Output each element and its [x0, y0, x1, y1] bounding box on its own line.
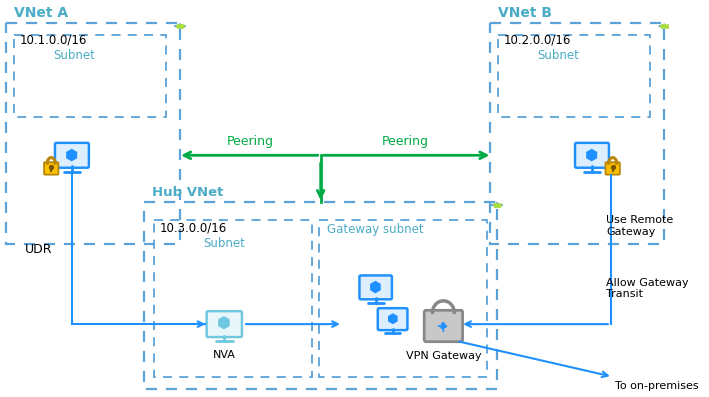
FancyBboxPatch shape — [424, 310, 462, 342]
Text: Allow Gateway
Transit: Allow Gateway Transit — [606, 278, 688, 299]
FancyBboxPatch shape — [57, 145, 87, 166]
Bar — [13, 35, 166, 117]
Text: VNet A: VNet A — [13, 6, 68, 20]
Text: ⬢: ⬢ — [369, 280, 382, 295]
Bar — [498, 35, 650, 117]
Bar — [6, 23, 180, 244]
Text: UDR: UDR — [26, 243, 52, 256]
Bar — [491, 23, 664, 244]
FancyBboxPatch shape — [208, 313, 240, 335]
Text: Peering: Peering — [227, 135, 274, 148]
Text: ⬢: ⬢ — [217, 317, 231, 331]
Bar — [145, 202, 497, 389]
FancyBboxPatch shape — [361, 277, 391, 298]
Bar — [154, 220, 312, 377]
Text: Peering: Peering — [382, 135, 429, 148]
FancyBboxPatch shape — [575, 143, 609, 168]
Text: 10.1.0.0/16: 10.1.0.0/16 — [19, 33, 86, 46]
Text: VPN Gateway: VPN Gateway — [406, 351, 481, 361]
FancyBboxPatch shape — [44, 162, 58, 175]
Text: 10.3.0.0/16: 10.3.0.0/16 — [160, 222, 227, 235]
Text: ⬢: ⬢ — [387, 313, 398, 326]
Text: ⬢: ⬢ — [586, 148, 598, 163]
FancyBboxPatch shape — [55, 143, 89, 168]
Text: Subnet: Subnet — [203, 237, 245, 250]
FancyBboxPatch shape — [378, 308, 408, 330]
Bar — [319, 220, 486, 377]
FancyBboxPatch shape — [379, 310, 406, 329]
Text: 10.2.0.0/16: 10.2.0.0/16 — [503, 33, 571, 46]
Text: To on-premises: To on-premises — [615, 381, 698, 391]
Text: Gateway subnet: Gateway subnet — [327, 223, 423, 236]
FancyBboxPatch shape — [605, 162, 620, 175]
FancyBboxPatch shape — [206, 311, 242, 337]
Text: ⬢: ⬢ — [65, 148, 79, 163]
FancyBboxPatch shape — [576, 145, 608, 166]
Text: Use Remote
Gateway: Use Remote Gateway — [606, 215, 674, 237]
Text: Subnet: Subnet — [53, 49, 95, 62]
Text: NVA: NVA — [213, 350, 235, 360]
Text: VNet B: VNet B — [498, 6, 552, 20]
FancyBboxPatch shape — [359, 276, 392, 299]
Text: Subnet: Subnet — [537, 49, 579, 62]
Text: Hub VNet: Hub VNet — [152, 186, 223, 199]
